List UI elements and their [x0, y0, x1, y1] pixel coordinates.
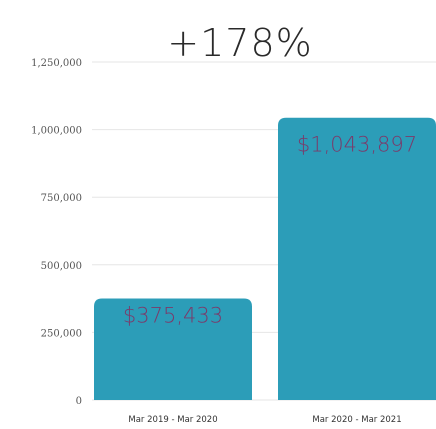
y-tick-label: 750,000 — [41, 193, 82, 204]
bar-1-value-label: $375,433 — [123, 303, 223, 327]
x-category-label: Mar 2020 - Mar 2021 — [312, 415, 401, 425]
x-axis: Mar 2019 - Mar 2020 Mar 2020 - Mar 2021 — [128, 415, 401, 425]
y-tick-label: 1,000,000 — [31, 126, 82, 137]
y-tick-label: 500,000 — [41, 261, 82, 272]
y-tick-label: 0 — [76, 396, 82, 407]
y-axis: 0 250,000 500,000 750,000 1,000,000 1,250,000 — [31, 58, 82, 407]
x-category-label: Mar 2019 - Mar 2020 — [128, 415, 217, 425]
bar-2-value-label: $1,043,897 — [297, 133, 417, 157]
bar-1 — [94, 298, 252, 400]
y-tick-label: 250,000 — [41, 328, 82, 339]
bars: $375,433 $1,043,897 — [94, 117, 436, 400]
y-tick-label: 1,250,000 — [31, 58, 82, 69]
bar-2 — [278, 117, 436, 400]
chart-headline: +178% — [167, 21, 312, 65]
